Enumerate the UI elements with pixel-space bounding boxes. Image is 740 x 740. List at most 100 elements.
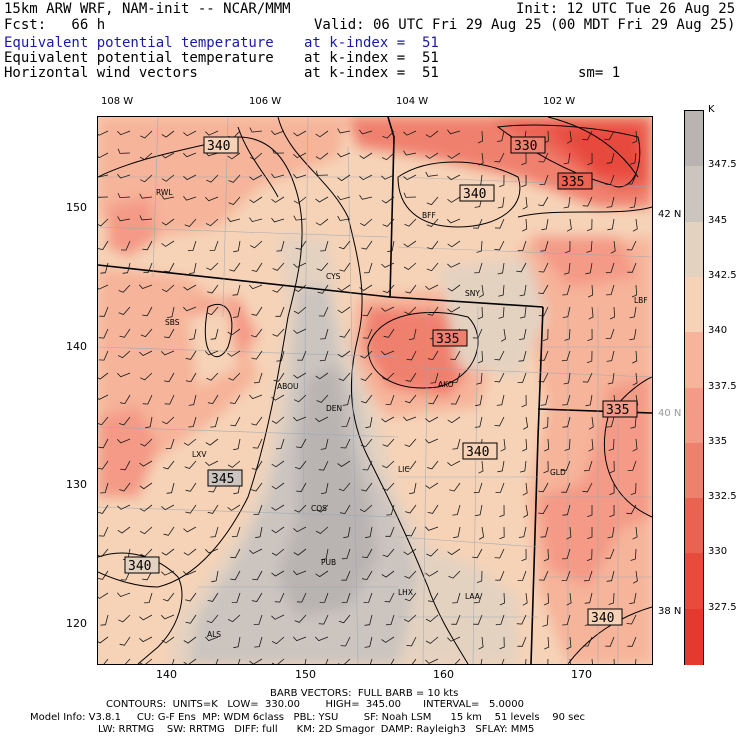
wind-barb xyxy=(140,130,153,139)
wind-barb xyxy=(403,614,417,623)
wind-barb xyxy=(473,218,483,229)
wind-barb xyxy=(498,284,505,297)
wind-barb xyxy=(95,636,109,644)
wind-barb xyxy=(562,504,571,516)
colorbar-unit: K xyxy=(708,104,715,115)
contour-label: 340 xyxy=(207,139,230,154)
wind-barb xyxy=(361,482,373,492)
wind-barb xyxy=(450,350,461,361)
wind-barb xyxy=(209,240,219,251)
wind-barb xyxy=(474,416,483,428)
wind-barb xyxy=(521,152,527,166)
wind-barb xyxy=(629,306,637,319)
wind-barb xyxy=(188,262,197,274)
wind-barb xyxy=(183,306,197,312)
wind-barb xyxy=(365,416,373,429)
wind-barb xyxy=(408,328,417,340)
wind-barb xyxy=(586,548,593,561)
x-tick-label: 140 xyxy=(156,668,177,681)
wind-barb xyxy=(381,570,395,578)
wind-barb xyxy=(271,130,285,135)
wind-barb xyxy=(361,240,373,250)
wind-barb xyxy=(249,174,263,181)
wind-barb xyxy=(139,215,153,221)
wind-barb xyxy=(185,614,197,624)
station-label: CYS xyxy=(326,272,341,281)
wind-barb xyxy=(144,592,153,604)
wind-barb xyxy=(522,196,528,210)
wind-barb xyxy=(315,170,329,176)
wind-barb xyxy=(425,171,439,177)
wind-barb xyxy=(341,416,351,427)
wind-barb xyxy=(544,636,550,650)
contour-label: 340 xyxy=(463,187,486,202)
wind-barb xyxy=(608,592,615,605)
wind-barb xyxy=(632,218,638,232)
wind-barb xyxy=(538,306,549,317)
wind-barb xyxy=(205,196,219,202)
wind-barb xyxy=(164,394,175,405)
wind-barb xyxy=(120,570,131,581)
station-label: AKO xyxy=(438,380,454,389)
wind-barb xyxy=(561,350,571,362)
wind-barb xyxy=(452,438,461,450)
wind-barb xyxy=(496,394,505,406)
wind-barb xyxy=(607,218,615,231)
wind-barb xyxy=(96,548,109,558)
wind-barb xyxy=(409,482,417,495)
wind-barb xyxy=(117,192,131,199)
y-tick-label: 150 xyxy=(66,201,87,214)
wind-barb xyxy=(538,504,549,515)
wind-barb xyxy=(626,614,637,625)
wind-barb xyxy=(360,394,373,404)
wind-barb xyxy=(362,548,373,559)
station-label: PUB xyxy=(321,558,336,567)
wind-barb xyxy=(360,350,373,359)
wind-barb xyxy=(447,284,461,292)
wind-barb xyxy=(188,416,197,428)
station-label: RWL xyxy=(156,188,173,197)
wind-barb xyxy=(230,416,241,427)
wind-barb xyxy=(360,438,373,448)
wind-barb xyxy=(142,240,153,251)
wind-barb xyxy=(521,548,527,562)
wind-barb xyxy=(523,504,529,518)
wind-barb xyxy=(561,460,571,471)
wind-barb xyxy=(316,504,329,513)
y-tick-label: 130 xyxy=(66,478,87,491)
station-label: SBS xyxy=(165,318,180,327)
wind-barb xyxy=(293,130,307,137)
wind-barb xyxy=(294,504,307,513)
thetae-field xyxy=(98,117,652,664)
wind-barb xyxy=(630,416,637,429)
wind-barb xyxy=(499,174,505,188)
colorbar-segment xyxy=(685,553,703,610)
wind-barb xyxy=(319,350,329,362)
wind-barb xyxy=(364,636,373,648)
contour-label: 335 xyxy=(561,175,584,190)
colorbar-label: 327.5 xyxy=(708,601,737,613)
wind-barb xyxy=(341,570,351,581)
wind-barb xyxy=(405,504,417,514)
wind-barb xyxy=(233,240,241,253)
wind-barb xyxy=(563,372,571,385)
wind-barb xyxy=(582,636,593,647)
wind-barb xyxy=(494,548,505,559)
contour-label: 330 xyxy=(514,139,537,154)
contour-value-labels: 340 330 340 335 335 335 340 345 340 340 xyxy=(124,136,638,626)
y-tick-label: 140 xyxy=(66,340,87,353)
wind-barb xyxy=(183,195,197,201)
wind-barb xyxy=(522,218,528,232)
wind-barb xyxy=(605,262,615,274)
wind-barb xyxy=(382,130,395,139)
wind-barb xyxy=(609,306,616,320)
wind-barb xyxy=(227,217,241,222)
wind-barb xyxy=(210,328,219,340)
wind-barb xyxy=(249,548,263,554)
wind-barb xyxy=(251,306,263,316)
wind-barb xyxy=(359,174,373,181)
wind-barb xyxy=(275,306,285,317)
wind-barb xyxy=(140,438,153,447)
contour-label: 335 xyxy=(606,403,629,418)
wind-barb xyxy=(296,592,307,603)
